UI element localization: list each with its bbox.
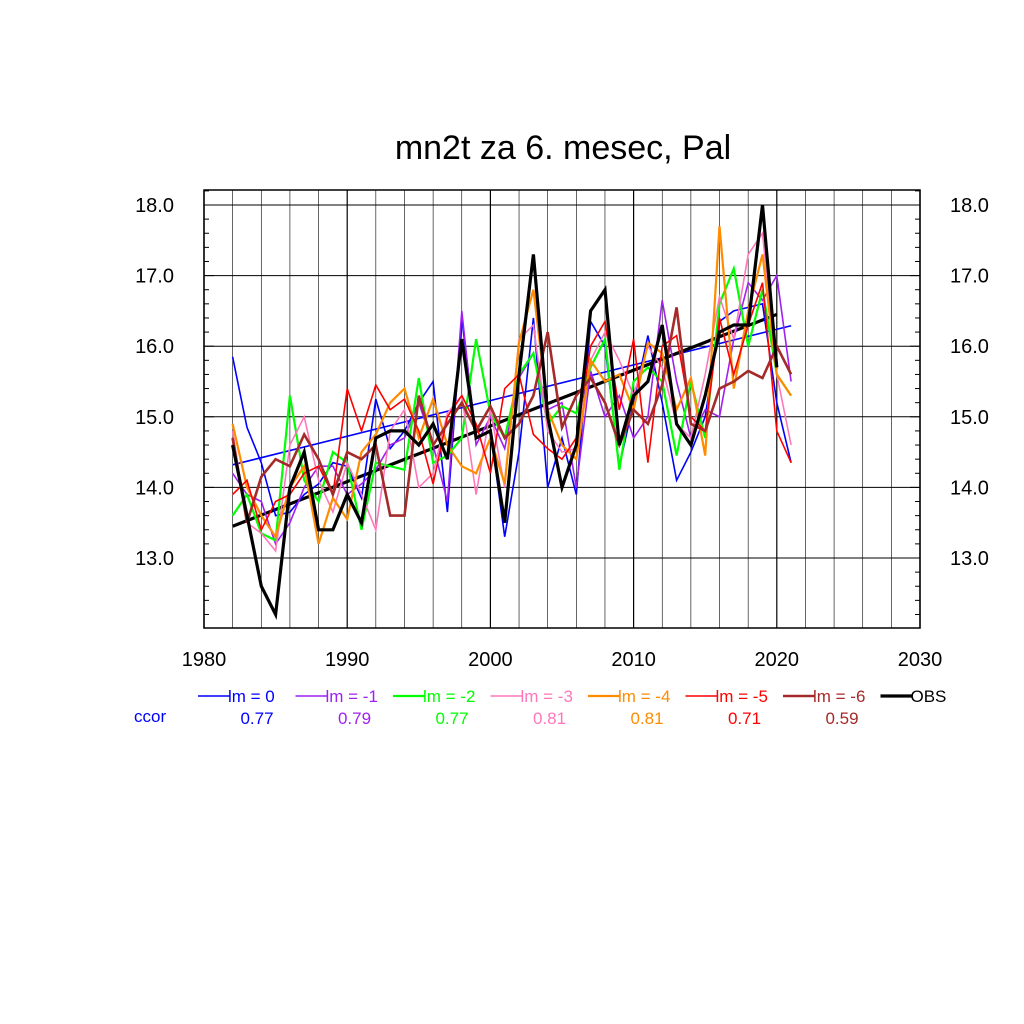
x-tick-label: 2000 — [468, 649, 513, 671]
legend-ccor-value: 0.81 — [533, 709, 566, 728]
x-tick-label: 2020 — [755, 649, 800, 671]
y-tick-label-left: 17.0 — [135, 266, 174, 288]
chart-title: mn2t za 6. mesec, Pal — [395, 129, 731, 167]
plot-border — [203, 189, 921, 629]
x-tick-label: 2010 — [611, 649, 656, 671]
y-tick-label-left: 16.0 — [135, 336, 174, 358]
axis-ticks — [204, 190, 920, 615]
y-tick-label-left: 14.0 — [135, 477, 174, 499]
y-tick-label-left: 18.0 — [135, 195, 174, 217]
legend-label: lm = -3 — [521, 687, 573, 706]
legend-label: lm = -4 — [618, 687, 670, 706]
legend-ccor-value: 0.59 — [825, 709, 858, 728]
axis-labels: 13.0 13.0 14.0 14.0 15.0 15.0 16.0 16.0 17.0 17.0… — [135, 195, 989, 671]
y-tick-label-left: 15.0 — [135, 407, 174, 429]
series-lines — [231, 204, 793, 621]
series-line — [231, 204, 779, 621]
grid — [203, 190, 921, 628]
y-tick-label-right: 15.0 — [950, 407, 989, 429]
y-tick-label-right: 13.0 — [950, 548, 989, 570]
x-tick-label: 2030 — [898, 649, 943, 671]
y-tick-label-right: 17.0 — [950, 266, 989, 288]
ccor-label: ccor — [134, 707, 166, 726]
x-tick-label: 1990 — [325, 649, 370, 671]
legend-ccor-value: 0.81 — [630, 709, 663, 728]
legend-label: lm = 0 — [228, 687, 275, 706]
legend: lm = 0 0.77 lm = -1 0.79 lm = -2 0.77 lm = -3 0… — [134, 687, 946, 728]
legend-label: lm = -1 — [326, 687, 378, 706]
plot-frame — [203, 189, 921, 629]
series-line — [231, 307, 793, 524]
trend-line — [232, 324, 792, 466]
legend-ccor-value: 0.77 — [240, 709, 273, 728]
y-tick-label-right: 14.0 — [950, 477, 989, 499]
legend-ccor-value: 0.71 — [728, 709, 761, 728]
y-tick-label-right: 16.0 — [950, 336, 989, 358]
legend-label: lm = -2 — [423, 687, 475, 706]
x-tick-label: 1980 — [182, 649, 227, 671]
legend-label: lm = -6 — [813, 687, 865, 706]
legend-ccor-value: 0.77 — [435, 709, 468, 728]
y-tick-label-right: 18.0 — [950, 195, 989, 217]
y-tick-label-left: 13.0 — [135, 548, 174, 570]
legend-ccor-value: 0.79 — [338, 709, 371, 728]
legend-label: lm = -5 — [716, 687, 768, 706]
legend-label: OBS — [911, 687, 947, 706]
